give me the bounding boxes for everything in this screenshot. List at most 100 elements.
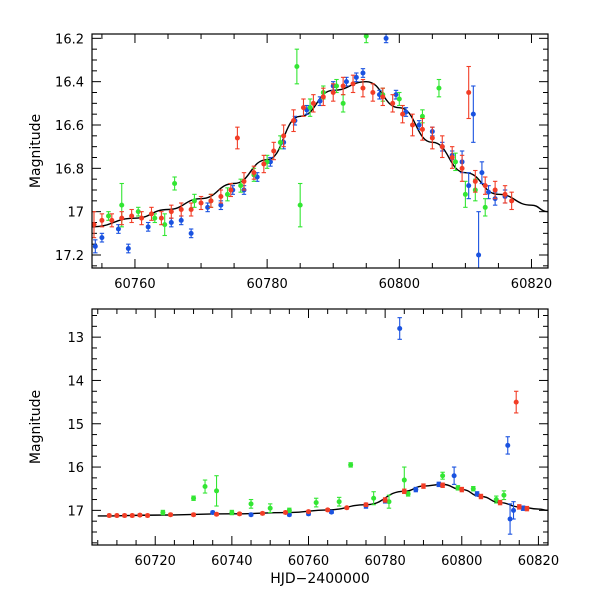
data-point bbox=[129, 213, 135, 219]
data-point bbox=[188, 230, 194, 236]
data-point bbox=[363, 34, 369, 39]
x-tick-label: 60780 bbox=[364, 554, 405, 569]
data-point bbox=[119, 215, 125, 221]
data-point bbox=[383, 35, 389, 41]
plot-frame bbox=[91, 308, 549, 546]
data-point bbox=[353, 74, 359, 80]
data-point bbox=[507, 516, 513, 522]
data-point bbox=[459, 487, 465, 493]
data-point bbox=[482, 204, 488, 210]
data-point bbox=[470, 486, 476, 492]
data-point bbox=[317, 98, 323, 104]
data-point bbox=[191, 198, 197, 204]
data-point bbox=[513, 399, 519, 405]
data-point bbox=[363, 502, 369, 508]
data-point bbox=[248, 512, 254, 518]
data-point bbox=[486, 189, 492, 195]
data-point bbox=[168, 209, 174, 215]
x-tick-label: 60820 bbox=[511, 277, 552, 292]
data-point bbox=[160, 510, 166, 516]
data-point bbox=[360, 70, 366, 76]
data-layer bbox=[92, 34, 548, 268]
data-point bbox=[238, 183, 244, 189]
data-point bbox=[452, 159, 458, 165]
x-tick-label: 60780 bbox=[246, 277, 287, 292]
data-point bbox=[370, 90, 376, 95]
x-tick-label: 60720 bbox=[135, 554, 176, 569]
data-point bbox=[501, 492, 507, 498]
series-0 bbox=[92, 34, 508, 268]
data-point bbox=[158, 215, 164, 221]
data-point bbox=[466, 183, 472, 189]
data-point bbox=[205, 204, 211, 210]
data-point bbox=[99, 217, 105, 223]
data-point bbox=[119, 202, 125, 208]
data-point bbox=[328, 509, 334, 515]
y-tick-label: 16.2 bbox=[55, 32, 84, 47]
data-point bbox=[340, 83, 346, 89]
data-point bbox=[524, 506, 530, 512]
data-point bbox=[271, 148, 277, 154]
data-point bbox=[248, 501, 254, 507]
y-tick-label: 13 bbox=[67, 331, 84, 346]
data-point bbox=[330, 90, 336, 95]
data-point bbox=[261, 161, 267, 167]
data-point bbox=[241, 178, 247, 184]
data-point bbox=[218, 202, 224, 208]
data-point bbox=[401, 488, 407, 494]
data-point bbox=[509, 198, 515, 204]
data-point bbox=[325, 507, 331, 513]
data-point bbox=[106, 513, 112, 519]
series-1 bbox=[160, 462, 507, 516]
data-point bbox=[145, 224, 151, 230]
plot-frame bbox=[91, 33, 549, 269]
data-point bbox=[497, 500, 503, 506]
data-point bbox=[294, 64, 300, 69]
model-curve bbox=[97, 483, 548, 517]
data-point bbox=[306, 509, 312, 515]
data-point bbox=[229, 510, 235, 516]
data-point bbox=[291, 118, 297, 124]
data-point bbox=[224, 191, 230, 197]
data-point bbox=[320, 94, 326, 100]
data-point bbox=[178, 217, 184, 223]
data-point bbox=[493, 497, 499, 503]
data-point bbox=[386, 499, 392, 505]
data-point bbox=[297, 202, 303, 208]
data-point bbox=[492, 187, 498, 193]
data-point bbox=[148, 211, 154, 217]
data-point bbox=[237, 511, 243, 517]
data-point bbox=[511, 507, 517, 513]
data-point bbox=[479, 170, 485, 176]
data-point bbox=[455, 485, 461, 491]
data-point bbox=[234, 135, 240, 141]
data-point bbox=[228, 187, 234, 193]
data-point bbox=[172, 181, 178, 186]
data-point bbox=[380, 94, 386, 100]
data-point bbox=[440, 482, 446, 488]
data-point bbox=[135, 209, 141, 215]
data-point bbox=[168, 512, 174, 518]
data-point bbox=[516, 504, 522, 510]
data-point bbox=[336, 499, 342, 505]
data-point bbox=[202, 484, 208, 490]
data-point bbox=[470, 111, 476, 117]
y-tick-label: 16.8 bbox=[55, 162, 84, 177]
data-point bbox=[92, 222, 97, 228]
y-tick-label: 16.4 bbox=[55, 76, 84, 91]
data-point bbox=[472, 178, 478, 184]
data-point bbox=[286, 512, 292, 518]
data-point bbox=[429, 135, 435, 141]
data-point bbox=[214, 511, 220, 517]
y-tick-label: 16 bbox=[67, 461, 84, 476]
data-point bbox=[476, 252, 482, 258]
data-point bbox=[416, 122, 422, 128]
data-point bbox=[267, 505, 273, 511]
data-point bbox=[400, 111, 406, 117]
data-point bbox=[178, 207, 184, 212]
data-point bbox=[413, 487, 419, 493]
data-point bbox=[313, 500, 319, 506]
y-tick-label: 15 bbox=[67, 418, 84, 433]
data-point bbox=[451, 473, 457, 479]
data-point bbox=[218, 194, 224, 199]
